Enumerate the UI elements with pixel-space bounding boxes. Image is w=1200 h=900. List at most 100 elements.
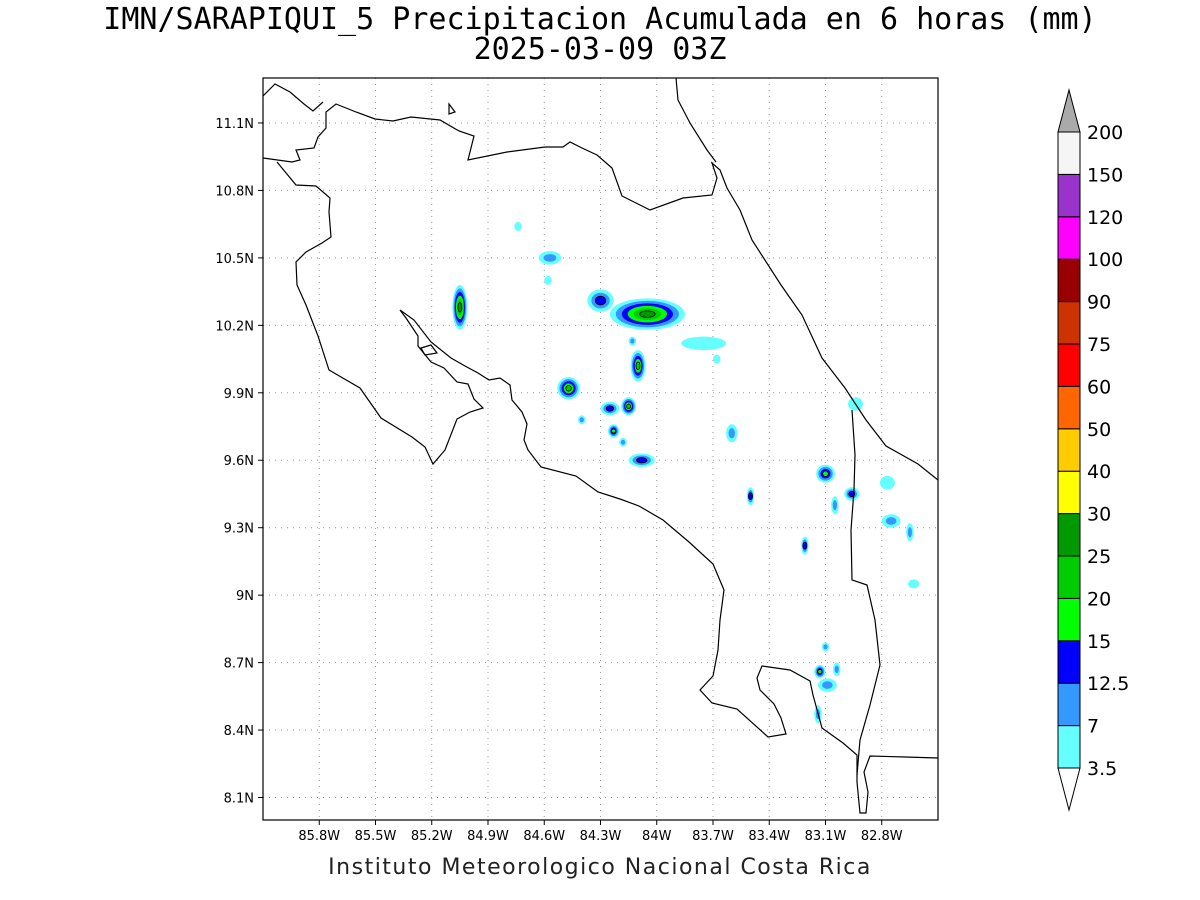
precip-contour <box>748 492 753 501</box>
x-tick-label: 84.9W <box>467 829 509 844</box>
precipitation-colorbar: 3.5 7 12.5 15 20 25 30 40 50 60 75 90 100 120 150 200 <box>1057 88 1129 812</box>
precipitation-field <box>452 221 920 724</box>
precip-contour <box>817 669 823 675</box>
pacific-coastline-west <box>276 161 938 814</box>
footer-credit: Instituto Meteorologico Nacional Costa R… <box>328 855 872 880</box>
map-title: IMN/SARAPIQUI_5 Precipitacion Acumulada … <box>103 2 1097 37</box>
colorbar-level-label: 50 <box>1087 419 1111 441</box>
map-valid-time: 2025-03-09 03Z <box>473 32 727 67</box>
precip-contour <box>728 428 735 439</box>
precip-contour <box>639 310 656 318</box>
colorbar-swatch <box>1057 301 1081 345</box>
colorbar-min-arrow <box>1057 767 1081 812</box>
precip-contour <box>611 428 617 434</box>
y-tick-label: 9.6N <box>224 454 254 469</box>
colorbar-level-label: 100 <box>1087 249 1123 271</box>
colorbar-swatch <box>1057 513 1081 557</box>
precip-contour <box>620 439 626 445</box>
colorbar-swatch <box>1057 597 1081 642</box>
precip-contour <box>908 579 920 589</box>
precip-contour <box>822 681 833 689</box>
colorbar-max-arrow <box>1057 88 1081 133</box>
y-tick-label: 8.4N <box>224 724 254 739</box>
y-tick-label: 10.5N <box>215 252 254 267</box>
colorbar-swatch <box>1057 343 1081 387</box>
colorbar-level-label: 150 <box>1087 164 1123 186</box>
colorbar-swatch <box>1057 555 1081 599</box>
precip-contour <box>834 665 839 674</box>
x-tick-label: 83.1W <box>805 829 847 844</box>
island <box>448 102 456 115</box>
colorbar-swatch <box>1057 470 1081 515</box>
colorbar-level-label: 7 <box>1087 716 1099 738</box>
lat-lon-grid <box>263 78 938 820</box>
colorbar-swatch <box>1057 385 1081 430</box>
caribbean-coastline <box>675 78 717 163</box>
precip-contour <box>635 361 641 371</box>
precip-contour <box>626 403 632 409</box>
x-tick-label: 82.8W <box>861 829 903 844</box>
x-tick-label: 85.5W <box>355 829 397 844</box>
precip-contour <box>605 405 614 412</box>
x-tick-label: 85.2W <box>411 829 453 844</box>
colorbar-level-label: 20 <box>1087 588 1111 610</box>
colorbar-level-label: 90 <box>1087 292 1111 314</box>
longitude-ticks: 85.8W 85.5W 85.2W 84.9W 84.6W 84.3W 84W 83.7W 83… <box>298 820 903 844</box>
precip-contour <box>823 644 828 650</box>
colorbar-swatch <box>1057 131 1081 175</box>
y-tick-label: 10.2N <box>215 319 254 334</box>
precip-contour <box>907 527 912 538</box>
x-tick-label: 84.6W <box>523 829 565 844</box>
latitude-ticks: 11.1N 10.8N 10.5N 10.2N 9.9N 9.6N 9.3N 9N 8.7N 8.… <box>215 117 263 807</box>
colorbar-level-label: 15 <box>1087 631 1111 653</box>
colorbar-swatch <box>1057 258 1081 303</box>
colorbar-level-label: 200 <box>1087 122 1123 144</box>
colorbar-level-label: 30 <box>1087 504 1111 526</box>
colorbar-swatch <box>1057 216 1081 260</box>
x-tick-label: 85.8W <box>298 829 340 844</box>
colorbar-level-label: 75 <box>1087 334 1111 356</box>
colorbar-level-label: 60 <box>1087 376 1111 398</box>
coastlines-and-borders <box>263 78 938 814</box>
y-tick-label: 9N <box>236 589 254 604</box>
precip-contour <box>681 336 727 351</box>
lake-nicaragua-shore <box>263 83 324 112</box>
colorbar-swatch <box>1057 173 1081 218</box>
pacific-coastline <box>263 103 938 481</box>
y-tick-label: 8.7N <box>224 657 254 672</box>
precip-contour <box>713 354 721 364</box>
colorbar-swatch <box>1057 682 1081 727</box>
colorbar-level-label: 25 <box>1087 546 1111 568</box>
precip-contour <box>822 470 829 477</box>
y-tick-label: 8.1N <box>224 792 254 807</box>
precip-contour <box>543 254 557 262</box>
colorbar-swatch <box>1057 725 1081 769</box>
x-tick-label: 83.7W <box>692 829 734 844</box>
precip-contour <box>565 385 572 392</box>
precip-contour <box>802 541 808 550</box>
x-tick-label: 84.3W <box>580 829 622 844</box>
x-tick-label: 83.4W <box>748 829 790 844</box>
colorbar-level-label: 12.5 <box>1087 673 1129 695</box>
colorbar-swatch <box>1057 640 1081 684</box>
precip-contour <box>832 500 837 511</box>
y-tick-label: 11.1N <box>215 117 254 132</box>
precip-contour <box>457 302 463 313</box>
y-tick-label: 10.8N <box>215 184 254 199</box>
y-tick-label: 9.3N <box>224 522 254 537</box>
panama-border <box>850 409 881 776</box>
colorbar-level-label: 120 <box>1087 207 1123 229</box>
precip-contour <box>630 338 635 344</box>
precip-contour <box>879 475 895 490</box>
colorbar-swatch <box>1057 428 1081 472</box>
x-tick-label: 84W <box>642 829 672 844</box>
y-tick-label: 9.9N <box>224 387 254 402</box>
precip-contour <box>885 517 897 525</box>
colorbar-level-label: 3.5 <box>1087 758 1117 780</box>
precip-contour <box>594 295 607 306</box>
precip-contour <box>514 221 522 231</box>
precip-contour <box>544 275 552 285</box>
precip-contour <box>579 417 584 423</box>
colorbar-level-label: 40 <box>1087 461 1111 483</box>
